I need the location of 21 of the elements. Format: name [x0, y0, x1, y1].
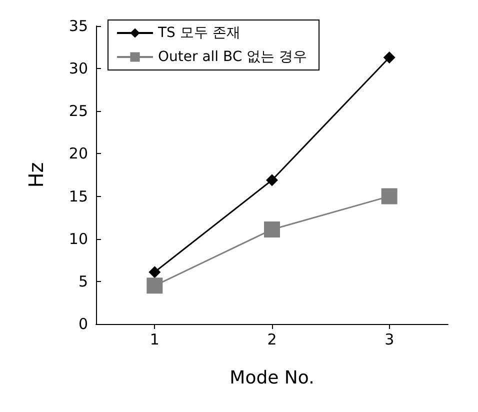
x-tick-label: 1 — [150, 330, 160, 348]
legend-label: Outer all BC 없는 경우 — [158, 49, 308, 65]
point — [146, 278, 163, 294]
point — [148, 266, 161, 278]
y-tick-label: 20 — [68, 144, 88, 163]
y-tick-label: 30 — [68, 60, 88, 78]
y-tick-label: 5 — [78, 272, 88, 290]
x-tick-label: 3 — [384, 330, 394, 348]
point — [264, 221, 280, 238]
point — [266, 174, 278, 186]
y-tick-label: 15 — [68, 187, 88, 206]
y-tick-label: 10 — [68, 230, 88, 248]
x-tick-label: 2 — [267, 330, 277, 348]
point — [381, 188, 398, 204]
x-axis-title: Mode No. — [230, 368, 314, 388]
legend-label: TS 모두 존재 — [157, 25, 240, 41]
y-tick-label: 0 — [78, 315, 88, 333]
y-tick-label: 35 — [68, 17, 88, 35]
y-axis-title: Hz — [24, 162, 48, 188]
y-tick-label: 25 — [68, 102, 88, 120]
point — [383, 52, 396, 64]
